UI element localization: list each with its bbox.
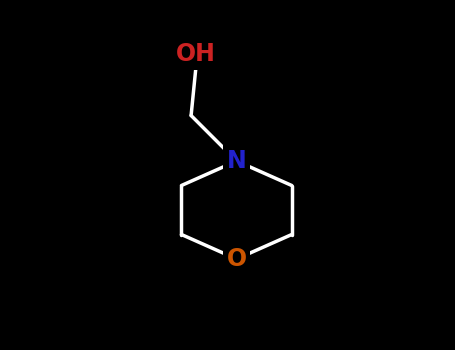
Text: N: N [227,149,247,173]
Text: O: O [227,247,247,271]
Text: OH: OH [176,42,216,66]
